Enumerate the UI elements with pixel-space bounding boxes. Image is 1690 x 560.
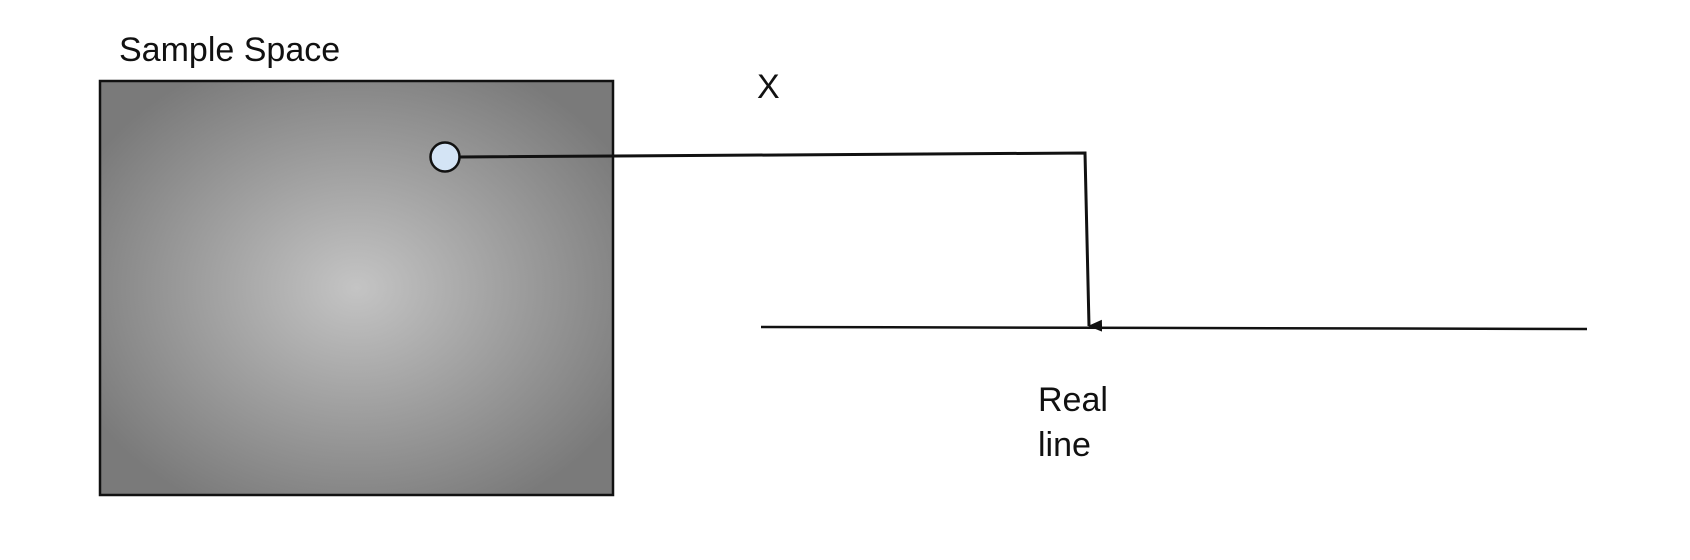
- sample-space-label: Sample Space: [119, 31, 340, 69]
- mapping-label: X: [757, 68, 780, 106]
- real-line-label-line1: Real: [1038, 381, 1108, 419]
- sample-space-box: [98, 79, 615, 497]
- outcome-point: [429, 141, 461, 173]
- real-line: [760, 325, 1588, 331]
- real-line-label-line2: line: [1038, 426, 1091, 464]
- real-line-label: Real line: [1038, 381, 1117, 464]
- mapping-arrow: [458, 151, 1103, 332]
